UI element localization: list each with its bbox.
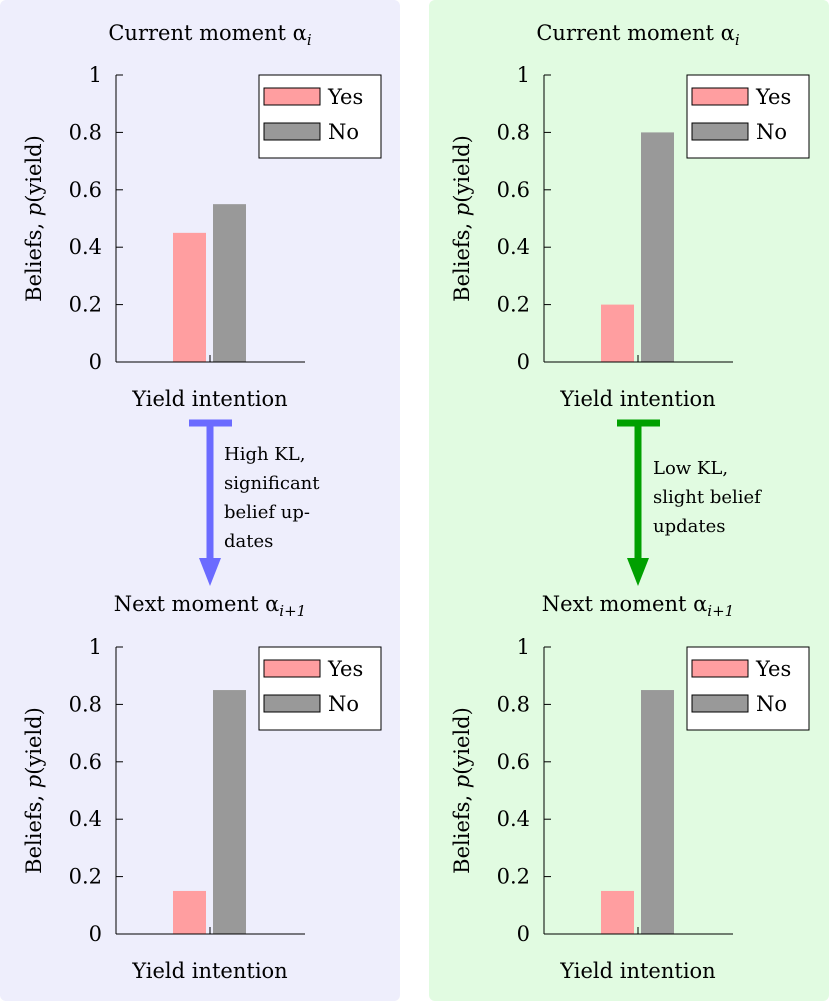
legend-label-no: No xyxy=(756,692,787,716)
panel-low-kl xyxy=(429,0,829,1001)
legend-swatch-yes xyxy=(263,659,321,678)
legend-label-yes: Yes xyxy=(755,657,791,681)
legend-swatch-yes xyxy=(263,87,321,106)
y-tick-label: 0.6 xyxy=(497,178,530,202)
bar-yes xyxy=(173,232,206,362)
bar-no xyxy=(213,690,246,934)
x-axis-label: Yield intention xyxy=(559,959,715,983)
x-axis-label: Yield intention xyxy=(559,387,715,411)
bar-yes xyxy=(173,890,206,934)
legend: Yes No xyxy=(258,74,382,159)
title-next-left: Next moment αi+1 xyxy=(114,592,306,620)
legend-label-yes: Yes xyxy=(755,85,791,109)
y-tick-label: 0.8 xyxy=(497,692,530,716)
legend-swatch-no xyxy=(691,694,749,713)
legend-swatch-yes xyxy=(691,659,749,678)
y-tick-label: 0.6 xyxy=(497,750,530,774)
y-tick-label: 0.4 xyxy=(497,807,530,831)
y-tick-label: 0.8 xyxy=(69,120,102,144)
x-axis-label: Yield intention xyxy=(131,959,287,983)
legend-label-no: No xyxy=(328,692,359,716)
y-tick-label: 0 xyxy=(89,922,102,946)
legend-label-yes: Yes xyxy=(327,85,363,109)
bar-no xyxy=(641,690,674,934)
chart-bottom-right: 0 0.2 0.4 0.6 0.8 1 Yield intention Beliefs, p(… xyxy=(450,635,810,983)
y-axis-label: Beliefs, p(yield) xyxy=(450,135,474,302)
y-tick-label: 0.8 xyxy=(69,692,102,716)
y-tick-label: 0.8 xyxy=(497,120,530,144)
chart-bottom-left: 0 0.2 0.4 0.6 0.8 1 Yield intention Beliefs, p(… xyxy=(22,635,382,983)
legend: Yes No xyxy=(258,646,382,731)
y-tick-label: 0.4 xyxy=(497,235,530,259)
annotation-low-kl: Low KL, slight belief updates xyxy=(653,458,767,537)
y-tick-label: 1 xyxy=(89,63,102,87)
y-tick-label: 0.4 xyxy=(69,235,102,259)
legend-swatch-no xyxy=(263,694,321,713)
legend-swatch-yes xyxy=(691,87,749,106)
update-arrow-left xyxy=(189,419,232,586)
y-tick-label: 0.2 xyxy=(497,293,530,317)
y-tick-label: 1 xyxy=(89,635,102,659)
title-current-left: Current moment αi xyxy=(108,21,311,49)
bar-yes xyxy=(601,890,634,934)
y-tick-label: 0.2 xyxy=(69,865,102,889)
annotation-high-kl: High KL, significant belief up- dates xyxy=(224,444,325,552)
y-tick-label: 0.2 xyxy=(69,293,102,317)
title-current-right: Current moment αi xyxy=(536,21,739,49)
y-tick-label: 0.4 xyxy=(69,807,102,831)
y-axis-label: Beliefs, p(yield) xyxy=(22,707,46,874)
y-tick-label: 0 xyxy=(89,350,102,374)
legend-label-yes: Yes xyxy=(327,657,363,681)
update-arrow-right xyxy=(617,419,660,586)
legend-swatch-no xyxy=(691,122,749,141)
x-axis-label: Yield intention xyxy=(131,387,287,411)
legend: Yes No xyxy=(686,74,810,159)
chart-top-right: 0 0.2 0.4 0.6 0.8 1 Yield intention Beliefs, p(… xyxy=(450,63,810,411)
y-axis-label: Beliefs, p(yield) xyxy=(450,707,474,874)
y-tick-label: 1 xyxy=(517,635,530,659)
legend-label-no: No xyxy=(328,120,359,144)
chart-top-left: 0 0.2 0.4 0.6 0.8 1 Yield intention Beliefs, p(… xyxy=(22,63,382,411)
bar-yes xyxy=(601,304,634,362)
y-tick-label: 0 xyxy=(517,350,530,374)
y-tick-label: 1 xyxy=(517,63,530,87)
panel-high-kl xyxy=(0,0,400,1001)
legend-swatch-no xyxy=(263,122,321,141)
bar-no xyxy=(213,204,246,362)
legend-label-no: No xyxy=(756,120,787,144)
legend: Yes No xyxy=(686,646,810,731)
y-tick-label: 0.6 xyxy=(69,178,102,202)
y-tick-label: 0 xyxy=(517,922,530,946)
y-axis-label: Beliefs, p(yield) xyxy=(22,135,46,302)
y-tick-label: 0.2 xyxy=(497,865,530,889)
y-tick-label: 0.6 xyxy=(69,750,102,774)
title-next-right: Next moment αi+1 xyxy=(542,592,734,620)
bar-no xyxy=(641,132,674,362)
